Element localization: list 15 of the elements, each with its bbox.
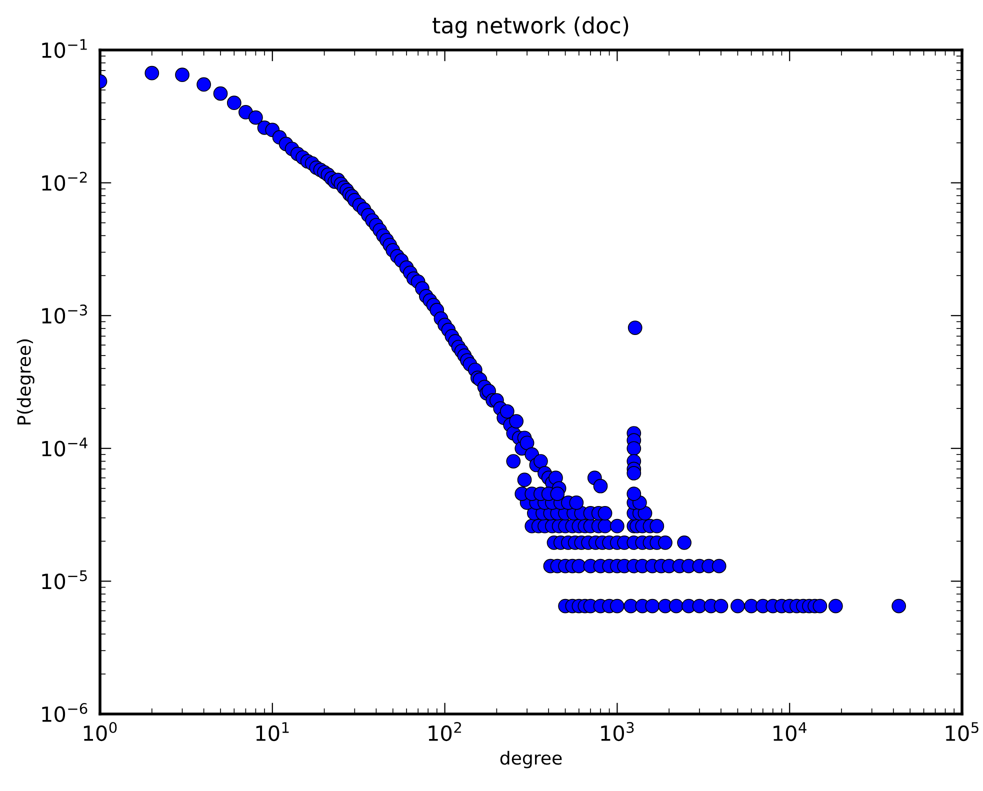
y-tick-label: 10$^{−2}$ [42, 172, 87, 191]
y-tick-label: 10$^{−6}$ [42, 702, 88, 722]
x-axis-title: degree [500, 750, 562, 768]
x-tick-label: 10$^{4}$ [774, 722, 806, 742]
chart-title: tag network (doc) [432, 16, 628, 38]
x-tick-label: 10$^{5}$ [946, 722, 978, 742]
y-tick-label: 10$^{−3}$ [42, 304, 87, 324]
x-tick-label: 10$^{3}$ [601, 722, 634, 742]
y-axis-title: P(degree) [16, 339, 34, 424]
y-tick-label: 10$^{−5}$ [42, 570, 87, 590]
x-tick-label: 10$^{2}$ [428, 722, 461, 742]
x-tick-label: 10$^{0}$ [84, 722, 117, 742]
y-tick-label: 10$^{−4}$ [42, 438, 88, 456]
x-tick-label: 10$^{1}$ [256, 722, 289, 742]
y-tick-label: 10$^{−1}$ [42, 39, 87, 58]
